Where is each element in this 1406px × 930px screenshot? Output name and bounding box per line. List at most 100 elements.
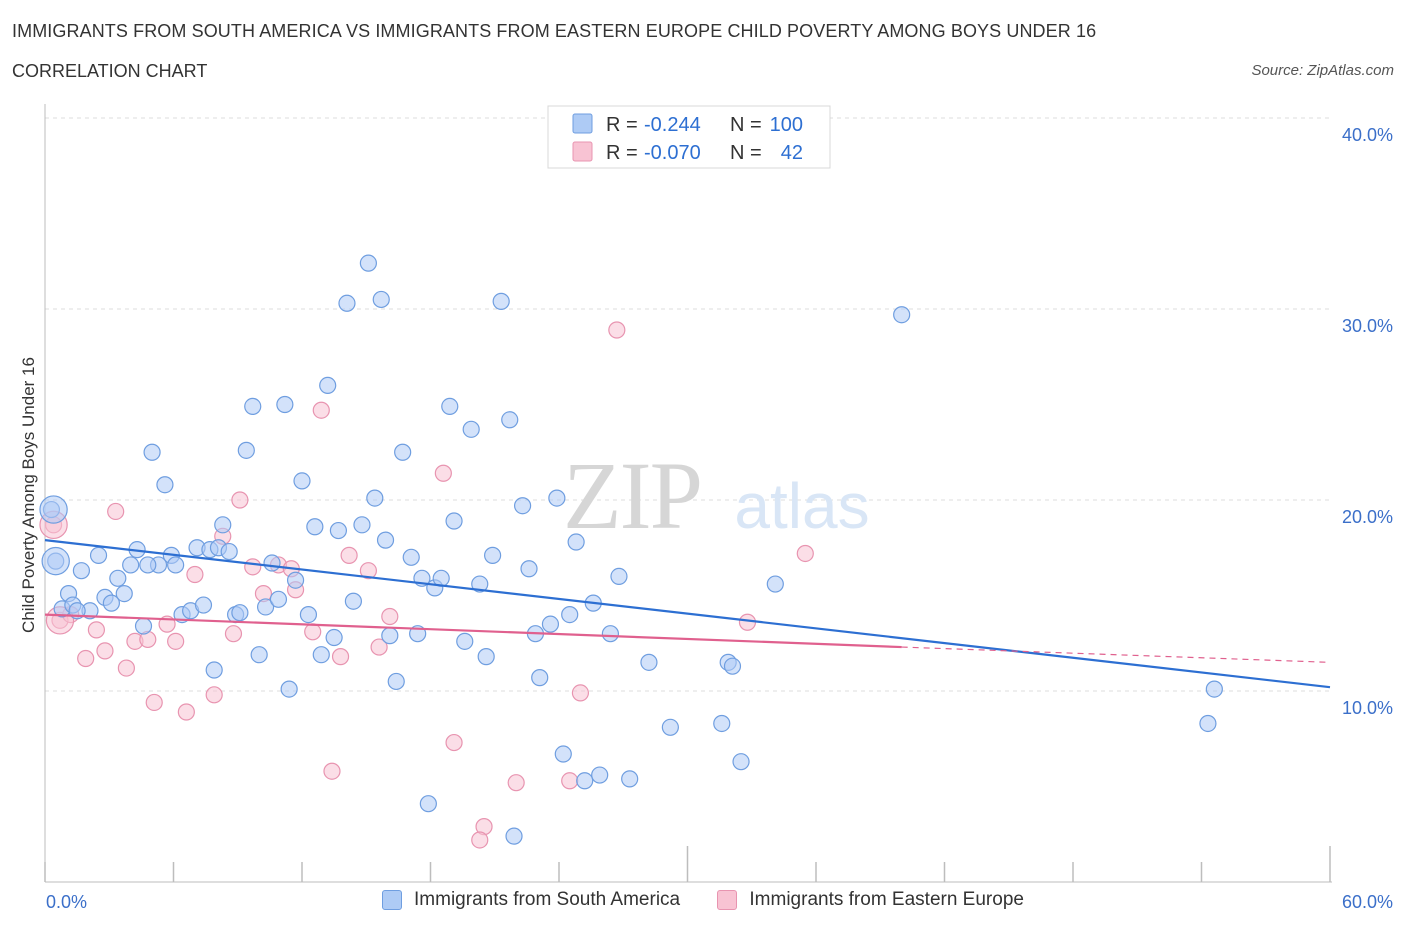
south-america-point-46 bbox=[329, 521, 348, 540]
south-america-point-56 bbox=[402, 548, 420, 566]
south-america-point-67 bbox=[477, 648, 495, 666]
south-america-point-34 bbox=[256, 598, 275, 616]
south-america-point-28 bbox=[220, 542, 238, 561]
legend-n-label-2: N = bbox=[730, 142, 762, 164]
south-america-point-42 bbox=[306, 518, 324, 536]
south-america-point-87 bbox=[640, 653, 658, 671]
south-america-point-93 bbox=[766, 575, 784, 593]
y-tick-label-2: 30.0% bbox=[1342, 316, 1393, 336]
trend-line-eastern-europe bbox=[44, 613, 902, 649]
eastern-europe-point-24 bbox=[304, 623, 322, 641]
legend-item-south-america: Immigrants from South America bbox=[382, 889, 680, 911]
south-america-point-19 bbox=[167, 556, 185, 574]
south-america-point-89 bbox=[713, 714, 731, 733]
eastern-europe-point-35 bbox=[507, 774, 525, 792]
legend-n-label-1: N = bbox=[730, 114, 762, 136]
eastern-europe-point-5 bbox=[96, 642, 114, 660]
eastern-europe-point-6 bbox=[107, 502, 125, 521]
south-america-point-53 bbox=[381, 627, 399, 645]
south-america-point-49 bbox=[353, 516, 371, 534]
south-america-point-48 bbox=[344, 592, 362, 610]
y-tick-label-0: 10.0% bbox=[1342, 698, 1393, 718]
south-america-point-7 bbox=[89, 546, 108, 564]
south-america-point-41 bbox=[299, 605, 318, 624]
south-america-point-33 bbox=[250, 646, 268, 664]
south-america-point-10 bbox=[109, 569, 127, 587]
axes bbox=[44, 104, 1332, 883]
legend-r-label-2: R = bbox=[606, 142, 638, 164]
south-america-point-75 bbox=[531, 669, 549, 687]
south-america-point-32 bbox=[244, 397, 262, 416]
south-america-point-70 bbox=[501, 411, 519, 429]
south-america-point-50 bbox=[359, 254, 377, 272]
legend-label-south-america: Immigrants from South America bbox=[414, 889, 681, 910]
eastern-europe-point-7 bbox=[117, 659, 135, 677]
south-america-point-47 bbox=[338, 294, 356, 312]
south-america-point-78 bbox=[554, 745, 572, 763]
south-america-point-44 bbox=[319, 376, 337, 394]
eastern-europe-point-25 bbox=[312, 401, 330, 419]
south-america-point-38 bbox=[280, 680, 298, 698]
series-south-america-points bbox=[39, 254, 1223, 845]
south-america-point-55 bbox=[394, 443, 412, 461]
legend-swatch-eastern-europe bbox=[572, 141, 593, 162]
legend-label-eastern-europe: Immigrants from Eastern Europe bbox=[749, 889, 1024, 910]
tick-labels: 10.0% 20.0% 30.0% 40.0% 0.0% 60.0% bbox=[46, 125, 1393, 912]
eastern-europe-point-33 bbox=[445, 733, 463, 752]
south-america-point-92 bbox=[732, 753, 750, 771]
south-america-point-85 bbox=[610, 567, 628, 586]
legend-swatch-eastern-europe-bottom bbox=[717, 890, 738, 910]
south-america-point-12 bbox=[122, 556, 140, 574]
south-america-point-63 bbox=[445, 512, 463, 530]
south-america-point-66 bbox=[471, 575, 489, 593]
eastern-europe-point-37 bbox=[571, 684, 590, 702]
eastern-europe-point-27 bbox=[331, 648, 350, 666]
south-america-point-84 bbox=[601, 625, 620, 643]
south-america-point-9 bbox=[102, 594, 120, 612]
legend-swatch-south-america bbox=[572, 113, 593, 134]
eastern-europe-point-12 bbox=[167, 632, 185, 650]
eastern-europe-point-31 bbox=[381, 607, 399, 626]
south-america-point-17 bbox=[156, 476, 174, 494]
x-tick-label-1: 60.0% bbox=[1342, 892, 1393, 912]
south-america-point-71 bbox=[505, 827, 523, 845]
watermark-atlas: atlas bbox=[734, 470, 869, 542]
south-america-point-40 bbox=[293, 472, 311, 490]
south-america-point-59 bbox=[419, 795, 437, 813]
x-tick-label-0: 0.0% bbox=[46, 892, 87, 912]
south-america-point-54 bbox=[387, 672, 405, 691]
south-america-large-point-1 bbox=[41, 546, 70, 576]
south-america-point-14 bbox=[134, 617, 153, 635]
eastern-europe-point-29 bbox=[359, 562, 377, 580]
south-america-point-52 bbox=[372, 290, 390, 309]
legend-swatch-south-america-bottom bbox=[382, 890, 403, 910]
legend-r-label-1: R = bbox=[606, 114, 638, 136]
chart-subtitle: CORRELATION CHART bbox=[12, 61, 208, 81]
eastern-europe-point-17 bbox=[224, 625, 243, 643]
south-america-point-51 bbox=[366, 489, 384, 507]
eastern-europe-point-38 bbox=[608, 321, 626, 339]
eastern-europe-point-30 bbox=[370, 638, 388, 656]
south-america-point-30 bbox=[231, 604, 249, 622]
south-america-large-point-0 bbox=[39, 495, 68, 524]
y-axis-title: Child Poverty Among Boys Under 16 bbox=[19, 357, 38, 633]
south-america-point-86 bbox=[621, 770, 639, 788]
south-america-point-5 bbox=[72, 562, 91, 580]
south-america-point-94 bbox=[893, 306, 911, 324]
legend-item-eastern-europe: Immigrants from Eastern Europe bbox=[717, 889, 1024, 911]
source-credit: Source: ZipAtlas.com bbox=[1251, 62, 1394, 79]
south-america-point-79 bbox=[561, 605, 579, 624]
y-tick-label-1: 20.0% bbox=[1342, 507, 1393, 527]
south-america-point-77 bbox=[548, 489, 566, 507]
eastern-europe-point-41 bbox=[471, 831, 489, 849]
south-america-point-73 bbox=[520, 560, 538, 578]
legend-box bbox=[547, 105, 831, 169]
trend-line-eastern-europe-extension bbox=[901, 646, 1331, 663]
south-america-point-76 bbox=[541, 615, 560, 633]
south-america-point-37 bbox=[276, 395, 294, 414]
chart-title: IMMIGRANTS FROM SOUTH AMERICA VS IMMIGRA… bbox=[12, 21, 1097, 41]
south-america-point-62 bbox=[441, 397, 459, 416]
south-america-point-83 bbox=[591, 766, 609, 784]
south-america-point-36 bbox=[269, 590, 288, 608]
trend-line-south-america bbox=[44, 539, 1331, 689]
